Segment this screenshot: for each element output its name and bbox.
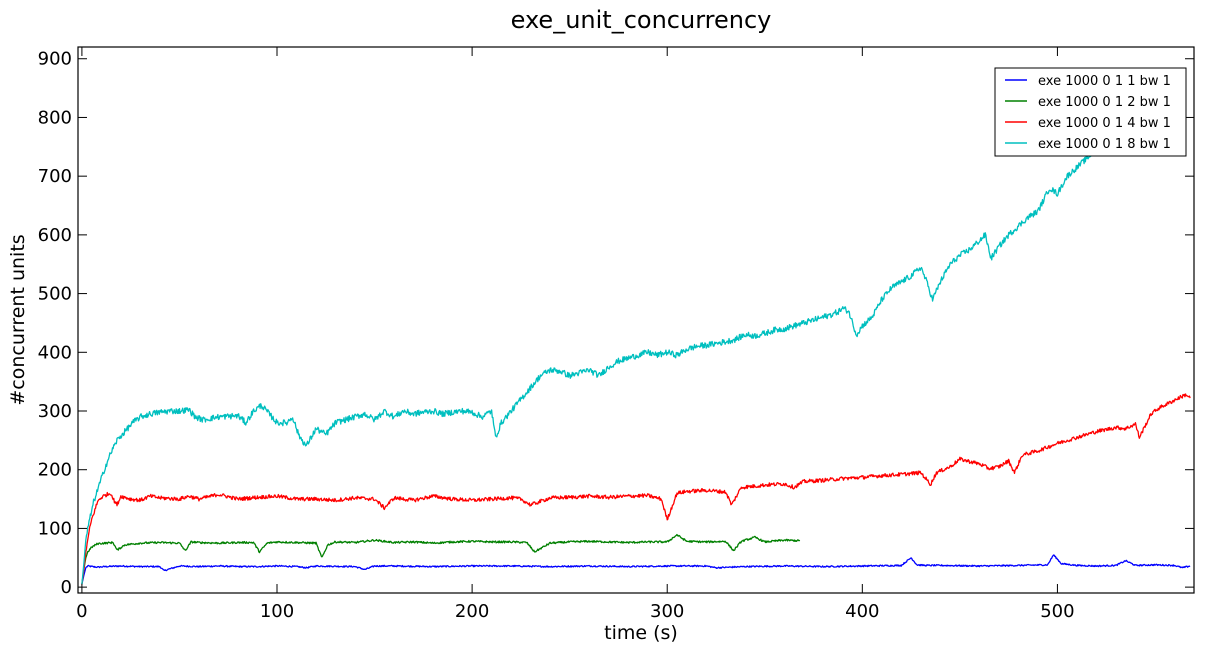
y-tick-label: 0 (61, 577, 72, 598)
legend-label-1: exe 1000 0 1 1 bw 1 (1038, 74, 1171, 89)
legend-label-4: exe 1000 0 1 8 bw 1 (1038, 137, 1171, 152)
x-tick-label: 100 (260, 601, 294, 622)
y-tick-label: 600 (38, 225, 72, 246)
y-tick-label: 400 (38, 342, 72, 363)
y-tick-label: 200 (38, 460, 72, 481)
series-line-4 (81, 140, 1107, 585)
series-line-2 (81, 533, 801, 585)
x-tick-label: 400 (845, 601, 879, 622)
x-tick-label: 500 (1040, 601, 1074, 622)
plot-frame (77, 46, 1195, 594)
x-axis-title: time (s) (604, 622, 678, 644)
y-tick-label: 800 (38, 107, 72, 128)
x-tick-label: 0 (76, 601, 87, 622)
series-line-3 (81, 393, 1191, 585)
y-tick-label: 300 (38, 401, 72, 422)
y-tick-label: 700 (38, 166, 72, 187)
y-axis-title: #concurrent units (7, 234, 29, 405)
y-tick-label: 500 (38, 284, 72, 305)
ticks-layer: 0 100 200 300 400 500 0 100 200 300 400 500 600 700 80… (38, 47, 1194, 622)
y-tick-label: 900 (38, 49, 72, 70)
legend-label-2: exe 1000 0 1 2 bw 1 (1038, 95, 1171, 110)
x-tick-label: 300 (650, 601, 684, 622)
legend-label-3: exe 1000 0 1 4 bw 1 (1038, 116, 1171, 131)
legend-box (994, 67, 1187, 157)
y-tick-label: 100 (38, 518, 72, 539)
legend: exe 1000 0 1 1 bw 1 exe 1000 0 1 2 bw 1 ex… (994, 67, 1187, 157)
series-line-1 (81, 554, 1191, 585)
x-tick-label: 200 (455, 601, 489, 622)
chart-title: exe_unit_concurrency (511, 6, 772, 34)
series-layer (81, 140, 1191, 585)
